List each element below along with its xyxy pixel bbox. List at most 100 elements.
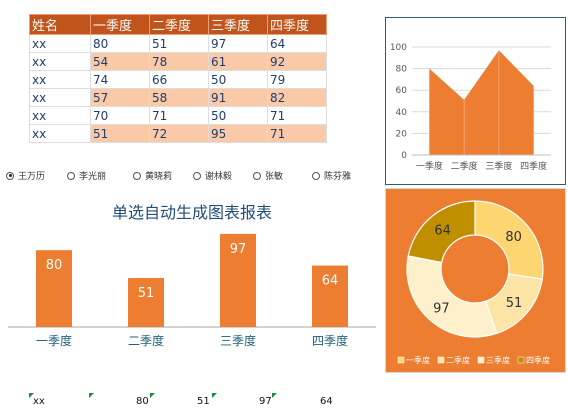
y-tick-label: 40 <box>396 108 408 118</box>
table-row: xx 80 51 97 64 <box>29 34 327 53</box>
radio-label: 张敏 <box>265 172 284 182</box>
table-cell[interactable]: 51 <box>149 34 209 53</box>
legend-label: 三季度 <box>486 355 510 365</box>
x-tick-label: 三季度 <box>220 333 256 348</box>
slice-value-label: 64 <box>434 224 451 239</box>
cell-comment-marker <box>150 393 155 398</box>
x-tick-label: 二季度 <box>451 160 478 172</box>
table-cell[interactable]: 71 <box>267 106 327 125</box>
table-row: xx 70 71 50 71 <box>29 106 327 125</box>
radio-checked-icon[interactable] <box>6 171 14 180</box>
radio-unchecked-icon[interactable] <box>253 171 261 180</box>
bottom-cell[interactable]: 64 <box>320 396 333 407</box>
table-cell[interactable]: 51 <box>90 124 150 143</box>
bar <box>128 278 164 327</box>
x-tick-label: 二季度 <box>128 333 164 348</box>
bar-value-label: 97 <box>230 242 247 257</box>
table-cell[interactable]: 91 <box>208 88 268 107</box>
table-row: xx 54 78 61 92 <box>29 52 327 71</box>
slice-value-label: 51 <box>506 296 523 311</box>
table-cell[interactable]: 54 <box>90 52 150 71</box>
table-cell[interactable]: 72 <box>149 124 209 143</box>
bar-value-label: 51 <box>138 286 155 301</box>
table-cell[interactable]: 92 <box>267 52 327 71</box>
y-tick-label: 20 <box>396 129 408 139</box>
area-series <box>429 50 534 155</box>
radio-option-5[interactable]: 陈芬雅 <box>312 169 351 182</box>
radio-label: 谢林毅 <box>205 172 233 182</box>
table-cell[interactable]: xx <box>29 52 91 71</box>
table-cell[interactable]: 58 <box>149 88 209 107</box>
table-cell[interactable]: 61 <box>208 52 268 71</box>
cell-comment-marker <box>29 393 34 398</box>
y-tick-label: 100 <box>390 43 407 53</box>
area-chart: 0 20 40 60 80 100 一季度 二季度 三季度 四季度 <box>390 43 551 172</box>
table-header-row: 姓名 一季度 二季度 三季度 四季度 <box>29 14 327 35</box>
table-cell[interactable]: 78 <box>149 52 209 71</box>
bar-value-label: 64 <box>322 274 339 289</box>
radio-label: 黄晓莉 <box>145 172 173 182</box>
legend-swatch <box>477 356 485 364</box>
radio-option-3[interactable]: 谢林毅 <box>193 169 232 182</box>
cell-comment-marker <box>89 393 94 398</box>
header-cell[interactable]: 姓名 <box>29 14 91 35</box>
table-cell[interactable]: 57 <box>90 88 150 107</box>
radio-unchecked-icon[interactable] <box>312 171 320 180</box>
table-cell[interactable]: xx <box>29 70 91 89</box>
table-cell[interactable]: 70 <box>90 106 150 125</box>
table-cell[interactable]: 50 <box>208 70 268 89</box>
bar-value-label: 80 <box>46 258 63 273</box>
bottom-cell[interactable]: xx <box>33 396 45 407</box>
bar-chart: 80 一季度 51 二季度 97 三季度 64 四季度 <box>8 233 376 348</box>
table-cell[interactable]: 66 <box>149 70 209 89</box>
donut-slice <box>406 255 498 338</box>
radio-unchecked-icon[interactable] <box>67 171 75 180</box>
bottom-cell[interactable]: 80 <box>136 396 149 407</box>
bar <box>220 233 256 327</box>
table-cell[interactable]: 74 <box>90 70 150 89</box>
bar <box>312 265 348 327</box>
table-cell[interactable]: 64 <box>267 34 327 53</box>
radio-unchecked-icon[interactable] <box>133 171 141 180</box>
header-cell[interactable]: 二季度 <box>149 14 209 35</box>
header-cell[interactable]: 四季度 <box>267 14 327 35</box>
donut-chart: 80 51 97 64 一季度 二季度 三季度 四季度 <box>397 200 550 365</box>
bottom-cell[interactable]: 51 <box>197 396 210 407</box>
slice-value-label: 97 <box>433 301 450 316</box>
bar-chart-panel[interactable]: 80 一季度 51 二季度 97 三季度 64 四季度 <box>0 186 384 373</box>
header-cell[interactable]: 一季度 <box>90 14 150 35</box>
radio-option-1[interactable]: 李光丽 <box>67 169 106 182</box>
area-chart-panel[interactable]: 0 20 40 60 80 100 一季度 二季度 三季度 四季度 <box>385 17 566 185</box>
radio-label: 李光丽 <box>79 172 107 182</box>
radio-unchecked-icon[interactable] <box>193 171 201 180</box>
cell-comment-marker <box>212 393 217 398</box>
table-cell[interactable]: 97 <box>208 34 268 53</box>
table-cell[interactable]: 79 <box>267 70 327 89</box>
table-cell[interactable]: xx <box>29 106 91 125</box>
y-tick-label: 60 <box>396 86 408 96</box>
table-cell[interactable]: xx <box>29 88 91 107</box>
legend-swatch <box>517 356 525 364</box>
header-cell[interactable]: 三季度 <box>208 14 268 35</box>
x-tick-label: 四季度 <box>520 160 547 172</box>
table-cell[interactable]: 50 <box>208 106 268 125</box>
table-row: xx 74 66 50 79 <box>29 70 327 89</box>
donut-chart-panel[interactable]: 80 51 97 64 一季度 二季度 三季度 四季度 <box>385 188 566 373</box>
x-tick-label: 一季度 <box>416 160 443 172</box>
table-cell[interactable]: xx <box>29 124 91 143</box>
table-cell[interactable]: 95 <box>208 124 268 143</box>
x-tick-label: 三季度 <box>485 160 512 172</box>
score-table: 姓名 一季度 二季度 三季度 四季度 xx 80 51 97 64 xx 54 … <box>29 14 327 143</box>
table-cell[interactable]: 82 <box>267 88 327 107</box>
radio-option-0[interactable]: 王万历 <box>6 169 45 182</box>
table-cell[interactable]: xx <box>29 34 91 53</box>
donut-slice <box>407 200 476 264</box>
bottom-cell[interactable]: 97 <box>259 396 272 407</box>
table-cell[interactable]: 80 <box>90 34 150 53</box>
radio-option-4[interactable]: 张敏 <box>253 169 283 182</box>
slice-value-label: 80 <box>505 230 522 245</box>
table-cell[interactable]: 71 <box>267 124 327 143</box>
table-cell[interactable]: 71 <box>149 106 209 125</box>
x-tick-label: 四季度 <box>312 333 348 348</box>
radio-option-2[interactable]: 黄晓莉 <box>133 169 172 182</box>
